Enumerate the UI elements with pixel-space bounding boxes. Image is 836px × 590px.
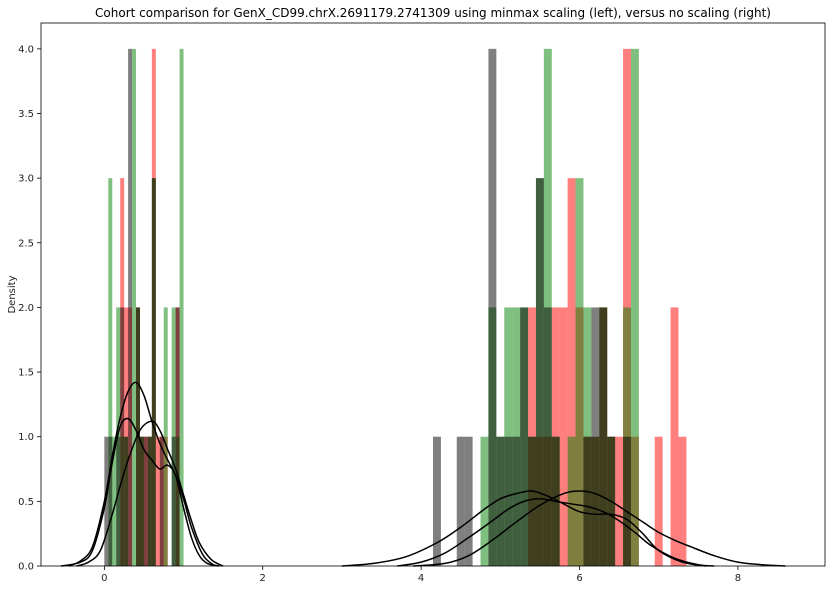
- bar-gray-11: [159, 436, 164, 566]
- bar-gray-1: [108, 436, 113, 566]
- bar-green-13: [179, 48, 184, 567]
- y-tick-label-7: 3.5: [18, 109, 34, 120]
- kde-curves: [60, 381, 786, 567]
- kde-curve-3: [341, 490, 707, 567]
- kde-curve-4: [397, 498, 715, 567]
- x-tick-label-4: 8: [735, 573, 741, 584]
- bar-gray-14: [433, 436, 441, 566]
- bar-green-5: [132, 48, 137, 567]
- kde-curve-1: [68, 381, 216, 567]
- bar-gray-19: [504, 436, 513, 566]
- y-tick-label-4: 2.0: [18, 303, 34, 314]
- bar-gray-7: [139, 436, 144, 566]
- bar-red-17: [567, 178, 576, 566]
- bar-gray-23: [535, 178, 544, 566]
- bar-gray-21: [520, 307, 529, 566]
- axes: 0 2 4 6 8 0.0 0.5 1.0 1.5 2.0 2.5 3.0 3.5 4.0: [18, 22, 826, 584]
- plot-frame: [40, 22, 826, 567]
- y-axis-label: Density: [7, 275, 18, 313]
- bar-red-16: [559, 307, 568, 566]
- y-tick-label-8: 4.0: [18, 44, 34, 55]
- bar-gray-22: [528, 436, 536, 566]
- bar-gray-10: [151, 178, 156, 566]
- bar-gray-30: [623, 436, 631, 566]
- x-tick-label-0: 0: [101, 573, 107, 584]
- y-tick-label-3: 1.5: [18, 368, 34, 379]
- kde-curve-0: [60, 417, 220, 567]
- bar-gray-4: [124, 436, 129, 566]
- bar-green-25: [575, 178, 584, 566]
- y-tick-label-1: 0.5: [18, 497, 34, 508]
- bar-red-27: [670, 307, 679, 566]
- bar-red-26: [654, 436, 663, 566]
- bar-green-31: [630, 48, 639, 567]
- bar-red-8: [155, 436, 160, 566]
- bar-gray-9: [147, 436, 152, 566]
- bar-gray-24: [543, 307, 552, 566]
- bar-gray-12: [171, 436, 176, 566]
- bar-green-24: [567, 436, 576, 566]
- bar-gray-18: [496, 436, 505, 566]
- bar-gray-26: [583, 436, 592, 566]
- bar-green-14: [480, 436, 489, 566]
- bar-gray-8: [143, 436, 148, 566]
- chart-title: Cohort comparison for GenX_CD99.chrX.269…: [95, 6, 771, 20]
- y-tick-label-2: 1.0: [18, 432, 34, 443]
- bar-gray-2: [116, 436, 121, 566]
- y-tick-label-6: 3.0: [18, 174, 34, 185]
- bar-green-1: [112, 436, 117, 566]
- histogram-bars: [104, 48, 687, 567]
- bar-gray-13: [175, 307, 180, 566]
- bar-gray-28: [599, 307, 608, 566]
- bar-green-10: [163, 307, 168, 566]
- bar-gray-20: [512, 436, 521, 566]
- kde-curve-5: [413, 490, 786, 567]
- y-tick-label-5: 2.5: [18, 238, 34, 249]
- bar-gray-15: [456, 436, 465, 566]
- bar-red-23: [615, 436, 624, 566]
- x-tick-label-3: 6: [576, 573, 582, 584]
- bar-gray-16: [464, 436, 473, 566]
- x-tick-label-1: 2: [260, 573, 266, 584]
- bar-gray-27: [591, 307, 600, 566]
- x-tick-label-2: 4: [418, 573, 424, 584]
- kde-curve-2: [76, 420, 224, 567]
- y-tick-label-0: 0.0: [18, 562, 34, 573]
- bar-red-28: [678, 436, 687, 566]
- bar-green-0: [108, 178, 113, 566]
- bar-gray-3: [120, 307, 125, 566]
- bar-gray-5: [128, 48, 133, 567]
- bar-gray-17: [488, 48, 497, 567]
